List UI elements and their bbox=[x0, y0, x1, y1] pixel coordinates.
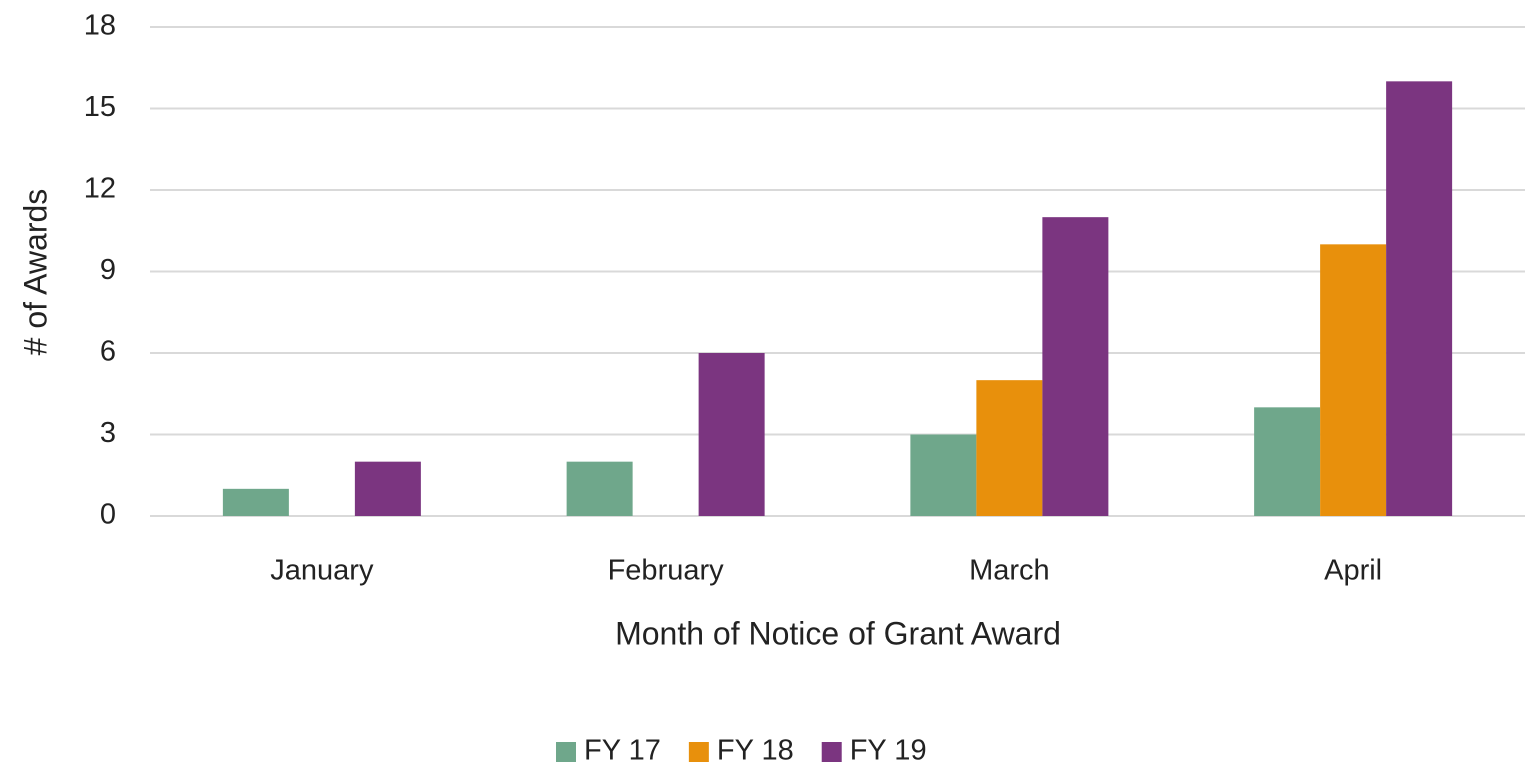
legend-swatch bbox=[688, 742, 709, 762]
bar bbox=[1386, 81, 1453, 516]
y-tick-label: 9 bbox=[100, 254, 116, 286]
y-tick-label: 18 bbox=[84, 10, 116, 42]
bar bbox=[354, 461, 421, 516]
x-tick-label: March bbox=[969, 555, 1050, 587]
legend-swatch bbox=[821, 742, 842, 762]
bar bbox=[1254, 407, 1321, 516]
bar bbox=[222, 488, 289, 516]
y-tick-label: 3 bbox=[100, 417, 116, 449]
legend-swatch bbox=[556, 742, 576, 762]
y-tick-label: 15 bbox=[84, 91, 116, 123]
y-axis-title: # of Awards bbox=[17, 189, 53, 356]
x-tick-label: April bbox=[1324, 555, 1382, 587]
x-tick-label: February bbox=[608, 555, 725, 587]
legend-label: FY 19 bbox=[850, 735, 927, 767]
bar bbox=[698, 353, 765, 516]
legend-label: FY 18 bbox=[717, 735, 794, 767]
y-tick-label: 12 bbox=[84, 173, 116, 205]
bar bbox=[566, 461, 633, 516]
bar bbox=[1320, 244, 1387, 517]
bar bbox=[910, 434, 977, 516]
x-tick-label: January bbox=[270, 555, 374, 587]
bar bbox=[976, 380, 1043, 516]
bar bbox=[1042, 217, 1109, 516]
legend-label: FY 17 bbox=[584, 735, 661, 767]
y-tick-label: 0 bbox=[100, 499, 116, 531]
x-axis-title: Month of Notice of Grant Award bbox=[615, 615, 1061, 651]
y-tick-label: 6 bbox=[100, 336, 116, 368]
